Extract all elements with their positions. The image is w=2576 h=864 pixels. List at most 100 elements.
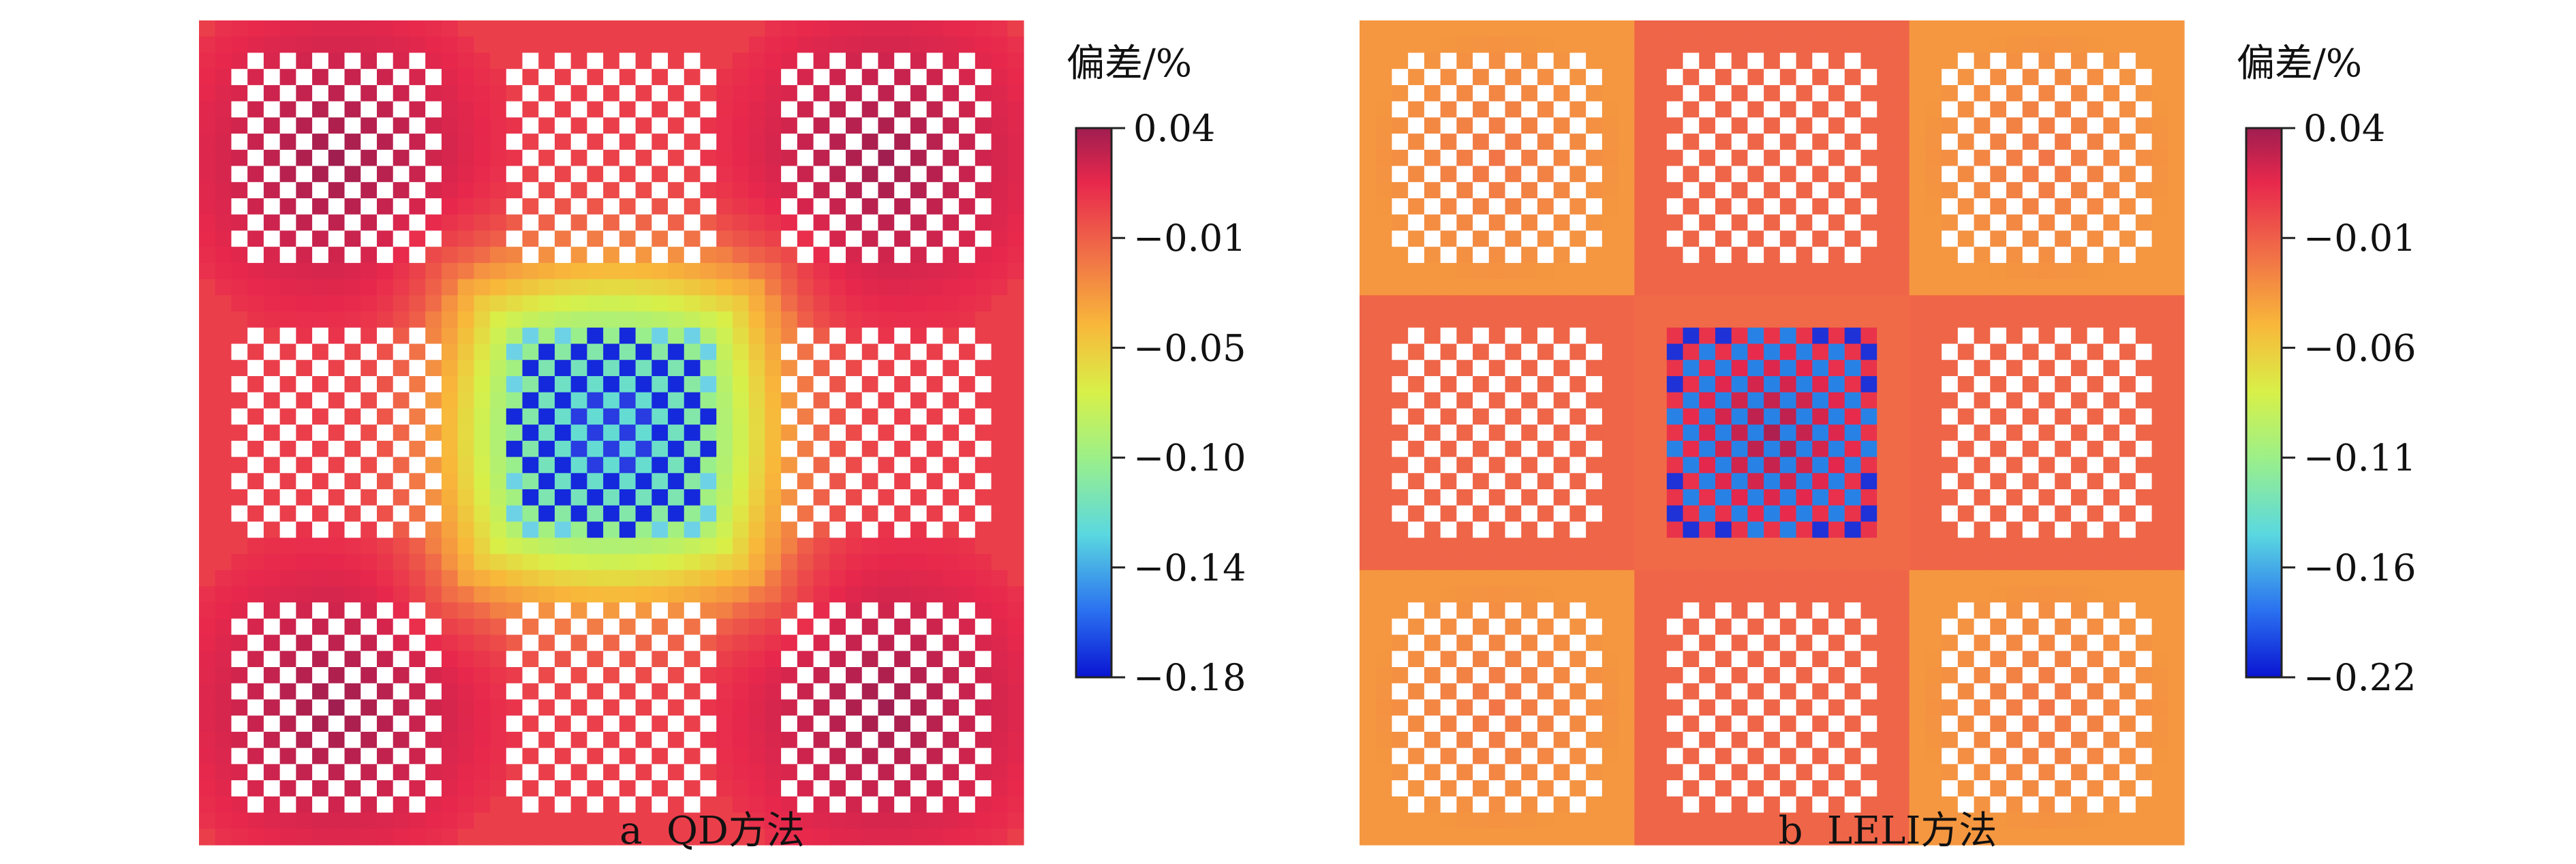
heatmap-cell [1537, 764, 1554, 781]
heatmap-cell [732, 279, 750, 296]
heatmap-cell [1731, 489, 1749, 506]
heatmap-cell [522, 715, 539, 732]
heatmap-cell [296, 731, 313, 749]
heatmap-cell [1747, 553, 1764, 571]
heatmap-cell [829, 230, 846, 247]
heatmap-cell [603, 360, 620, 377]
heatmap-cell [1392, 764, 1409, 781]
heatmap-cell [1375, 36, 1393, 54]
colorbar-a-title: 偏差/% [1067, 42, 1192, 86]
heatmap-cell [2070, 247, 2088, 264]
heatmap-cell [1892, 634, 1910, 651]
heatmap-cell [2168, 360, 2185, 377]
heatmap-cell [1666, 425, 1684, 442]
heatmap-cell [1942, 52, 1959, 70]
heatmap-cell [231, 166, 248, 183]
heatmap-cell [522, 262, 539, 280]
heatmap-cell [2119, 117, 2136, 134]
heatmap-cell [409, 392, 426, 410]
heatmap-cell [1424, 343, 1441, 360]
heatmap-cell [942, 747, 960, 765]
heatmap-cell [215, 715, 232, 732]
heatmap-cell [1651, 198, 1668, 215]
heatmap-cell [1990, 747, 2007, 765]
heatmap-cell [263, 812, 281, 829]
heatmap-cell [1909, 182, 1926, 199]
heatmap-cell [1877, 731, 1894, 749]
heatmap-cell [894, 829, 911, 846]
heatmap-cell [635, 440, 652, 458]
heatmap-cell [1764, 586, 1781, 603]
heatmap-cell [231, 279, 248, 296]
heatmap-cell [1440, 408, 1457, 425]
heatmap-cell [328, 392, 346, 410]
heatmap-cell [1828, 69, 1845, 86]
heatmap-cell [587, 84, 604, 102]
heatmap-cell [651, 602, 669, 619]
heatmap-cell [1796, 683, 1813, 700]
heatmap-cell [1424, 731, 1441, 749]
heatmap-cell [441, 295, 459, 312]
heatmap-cell [1488, 683, 1506, 700]
heatmap-cell [1392, 343, 1409, 360]
heatmap-cell [570, 683, 588, 700]
heatmap-cell [1683, 343, 1700, 360]
heatmap-cell [215, 538, 232, 555]
heatmap-cell [894, 279, 911, 296]
heatmap-cell [587, 829, 604, 846]
heatmap-cell [1747, 764, 1764, 781]
heatmap-cell [748, 667, 765, 684]
heatmap-cell [1651, 327, 1668, 345]
heatmap-cell [1844, 198, 1862, 215]
heatmap-cell [991, 505, 1008, 523]
heatmap-cell [2038, 295, 2055, 312]
heatmap-cell [1828, 343, 1845, 360]
heatmap-cell [1666, 295, 1684, 312]
heatmap-cell [2006, 651, 2023, 668]
heatmap-cell [2151, 166, 2168, 183]
heatmap-cell [1812, 311, 1829, 328]
heatmap-cell [829, 538, 846, 555]
heatmap-cell [1812, 279, 1829, 296]
heatmap-cell [975, 343, 992, 360]
heatmap-cell [1715, 247, 1732, 264]
heatmap-cell [1925, 247, 1942, 264]
heatmap-cell [1860, 683, 1877, 700]
heatmap-cell [1586, 505, 1603, 523]
heatmap-cell [635, 812, 652, 829]
heatmap-cell [570, 182, 588, 199]
heatmap-cell [474, 408, 491, 425]
heatmap-cell [393, 182, 410, 199]
heatmap-cell [1473, 618, 1490, 636]
heatmap-cell [1634, 101, 1651, 118]
heatmap-cell [570, 812, 588, 829]
heatmap-cell [457, 101, 474, 118]
heatmap-cell [942, 634, 960, 651]
heatmap-cell [894, 747, 911, 765]
heatmap-cell [2087, 279, 2104, 296]
heatmap-cell [2151, 69, 2168, 86]
heatmap-cell [878, 489, 895, 506]
heatmap-cell [1007, 279, 1024, 296]
heatmap-cell [2168, 101, 2185, 118]
heatmap-cell [1877, 473, 1894, 490]
heatmap-cell [732, 651, 750, 668]
heatmap-cell [878, 198, 895, 215]
heatmap-cell [441, 198, 459, 215]
heatmap-cell [279, 651, 296, 668]
heatmap-cell [684, 311, 701, 328]
heatmap-cell [651, 360, 669, 377]
heatmap-cell [1909, 230, 1926, 247]
heatmap-cell [279, 602, 296, 619]
heatmap-cell [1909, 667, 1926, 684]
heatmap-cell [296, 829, 313, 846]
heatmap-cell [1957, 586, 1975, 603]
heatmap-cell [910, 343, 927, 360]
heatmap-cell [1683, 375, 1700, 393]
heatmap-cell [700, 618, 717, 636]
heatmap-cell [1892, 20, 1910, 37]
heatmap-cell [457, 538, 474, 555]
heatmap-cell [1942, 618, 1959, 636]
heatmap-cell [765, 715, 782, 732]
heatmap-cell [1618, 440, 1635, 458]
